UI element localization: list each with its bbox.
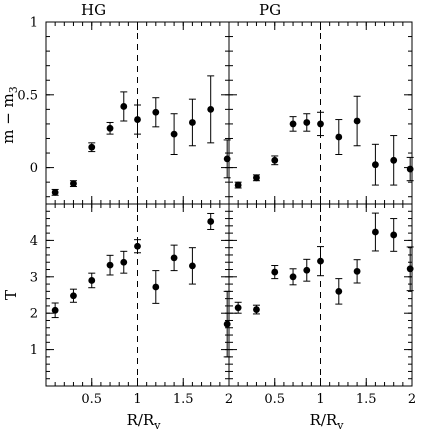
x-axis-title-text: R/R bbox=[310, 411, 338, 429]
panel-title: HG bbox=[81, 1, 106, 19]
data-point bbox=[170, 130, 178, 138]
data-point bbox=[372, 161, 379, 169]
data-point bbox=[88, 143, 96, 151]
data-point bbox=[170, 254, 178, 262]
y-tick-label: 4 bbox=[30, 234, 38, 249]
data-point bbox=[390, 231, 398, 239]
data-point bbox=[152, 283, 160, 291]
y-tick-label: 0 bbox=[30, 161, 38, 176]
data-point bbox=[335, 133, 343, 141]
x-tick-label: 1 bbox=[316, 392, 324, 407]
data-point bbox=[303, 266, 311, 274]
y-axis-title-text: m − m bbox=[0, 93, 17, 144]
data-point bbox=[223, 320, 231, 328]
data-point bbox=[134, 242, 141, 250]
y-axis-title: m − m3 bbox=[0, 86, 20, 144]
data-point bbox=[271, 156, 279, 164]
data-point bbox=[120, 258, 128, 266]
x-tick-label: 2 bbox=[225, 392, 233, 407]
x-axis-title-text: R/R bbox=[127, 411, 155, 429]
data-point bbox=[223, 155, 231, 163]
data-point bbox=[406, 265, 414, 273]
data-point bbox=[317, 120, 324, 128]
data-point bbox=[289, 273, 297, 281]
x-axis-title: R/Rv bbox=[127, 411, 162, 432]
x-axis-title-subscript: v bbox=[153, 419, 161, 432]
data-point bbox=[189, 262, 196, 270]
data-point bbox=[390, 156, 398, 164]
data-point bbox=[353, 117, 361, 125]
data-point bbox=[234, 304, 242, 312]
data-point bbox=[70, 180, 77, 188]
y-tick-label: 1 bbox=[30, 16, 38, 31]
x-tick-label: 0.5 bbox=[81, 392, 102, 407]
data-point bbox=[317, 257, 324, 265]
x-axis-title-subscript: v bbox=[336, 419, 344, 432]
x-tick-label: 0.5 bbox=[264, 392, 285, 407]
data-point bbox=[271, 268, 279, 276]
y-tick-label: 3 bbox=[30, 270, 38, 285]
data-point bbox=[106, 261, 114, 269]
y-axis-title-subscript: 3 bbox=[7, 86, 20, 93]
data-point bbox=[303, 119, 311, 126]
data-point bbox=[406, 165, 414, 173]
y-tick-label: 2 bbox=[30, 307, 38, 322]
data-point bbox=[207, 218, 215, 225]
x-tick-label: 2 bbox=[408, 392, 416, 407]
data-point bbox=[335, 287, 343, 295]
data-point bbox=[372, 228, 379, 236]
data-point bbox=[289, 120, 297, 128]
data-point bbox=[152, 108, 160, 116]
x-tick-label: 1.5 bbox=[173, 392, 194, 407]
data-point bbox=[207, 105, 215, 113]
panel-title: PG bbox=[259, 1, 281, 19]
data-point bbox=[70, 292, 77, 300]
y-tick-label: 0.5 bbox=[17, 88, 38, 103]
x-tick-label: 1.5 bbox=[356, 392, 377, 407]
data-point bbox=[189, 119, 196, 126]
data-point bbox=[106, 124, 114, 132]
data-point bbox=[253, 306, 260, 313]
data-point bbox=[353, 267, 361, 275]
data-point bbox=[51, 188, 59, 196]
y-tick-label: 1 bbox=[30, 343, 38, 358]
x-axis-title: R/Rv bbox=[310, 411, 345, 432]
y-axis-title: T bbox=[2, 290, 20, 300]
x-tick-label: 1 bbox=[133, 392, 141, 407]
data-point bbox=[234, 181, 242, 189]
data-point bbox=[253, 174, 260, 182]
data-point bbox=[51, 306, 59, 314]
data-point bbox=[134, 116, 141, 123]
data-point bbox=[88, 277, 96, 284]
data-point bbox=[120, 103, 128, 110]
